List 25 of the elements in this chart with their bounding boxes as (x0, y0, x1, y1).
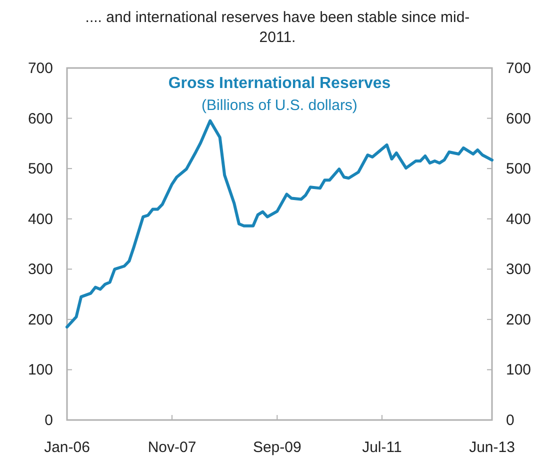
y2-tick-label: 200 (506, 311, 532, 328)
y-tick-label: 400 (28, 210, 53, 228)
y-tick-label: 600 (28, 110, 53, 128)
line-series (66, 119, 494, 328)
x-tick-label: Sep-09 (252, 439, 302, 456)
y2-tick-label: 100 (506, 362, 532, 379)
x-tick-label: Jan-06 (44, 439, 90, 456)
y-tick-label: 200 (28, 311, 53, 328)
y2-tick-label: 0 (506, 412, 514, 429)
text: .... and international reserves have been stable since mid-2011. (85, 9, 470, 46)
y2-tick-label: 600 (506, 110, 532, 128)
x-tick-label: Nov-07 (148, 439, 196, 456)
x-tick-label: Jul-11 (362, 439, 402, 456)
y2-tick-label: 400 (506, 210, 532, 228)
y-tick-label: 0 (44, 412, 53, 429)
y2-tick-label: 300 (506, 261, 532, 278)
y2-tick-label: 500 (506, 160, 532, 178)
y-tick-label: 100 (28, 362, 53, 379)
text: (Billions of U.S. dollars) (202, 97, 358, 114)
y-tick-label: 500 (28, 160, 53, 178)
y-tick-label: 300 (28, 261, 53, 278)
y2-tick-label: 700 (506, 60, 532, 77)
chart-title: Gross International Reserves (168, 75, 391, 92)
y-tick-label: 700 (28, 60, 53, 77)
x-tick-label: Jun-13 (469, 439, 515, 456)
